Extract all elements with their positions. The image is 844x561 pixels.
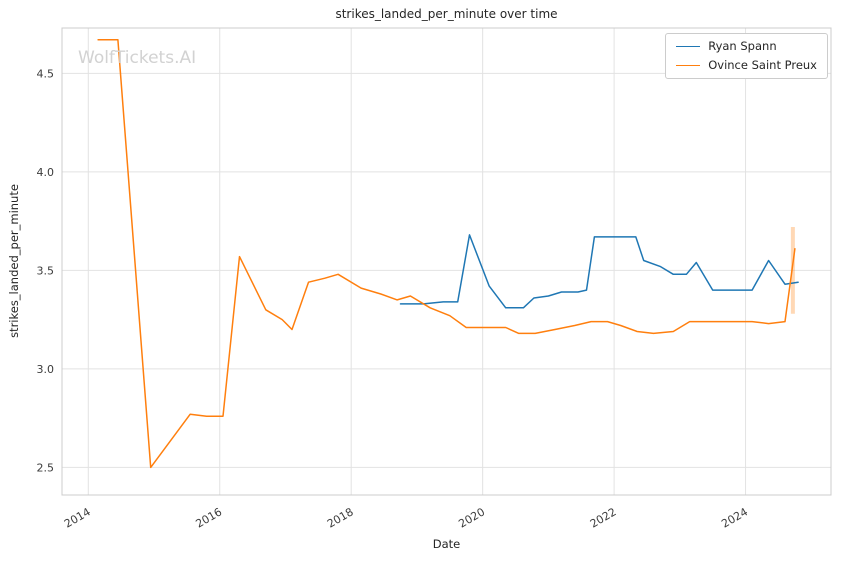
svg-text:3.5: 3.5 [37, 264, 55, 277]
svg-text:2024: 2024 [719, 505, 750, 530]
y-axis-label: strikes_landed_per_minute [7, 184, 21, 338]
x-axis-label: Date [432, 537, 461, 551]
svg-text:4.5: 4.5 [37, 67, 55, 80]
svg-text:3.0: 3.0 [37, 363, 55, 376]
svg-text:2014: 2014 [62, 505, 93, 530]
svg-text:4.0: 4.0 [37, 166, 55, 179]
legend-entry-ovince-saint-preux: Ovince Saint Preux [676, 57, 817, 72]
svg-text:2.5: 2.5 [37, 461, 55, 474]
chart-title: strikes_landed_per_minute over time [335, 7, 558, 21]
svg-text:2020: 2020 [456, 505, 487, 530]
svg-text:2018: 2018 [325, 505, 356, 530]
legend-entry-ryan-spann: Ryan Spann [676, 39, 817, 53]
legend-line-swatch [676, 64, 701, 66]
legend: Ryan Spann Ovince Saint Preux [665, 33, 828, 79]
legend-label: Ovince Saint Preux [708, 57, 817, 72]
svg-text:2022: 2022 [588, 505, 619, 530]
legend-line-swatch [676, 46, 701, 48]
watermark: WolfTickets.AI [78, 48, 197, 68]
legend-label: Ryan Spann [708, 39, 777, 53]
svg-text:2016: 2016 [193, 505, 224, 530]
